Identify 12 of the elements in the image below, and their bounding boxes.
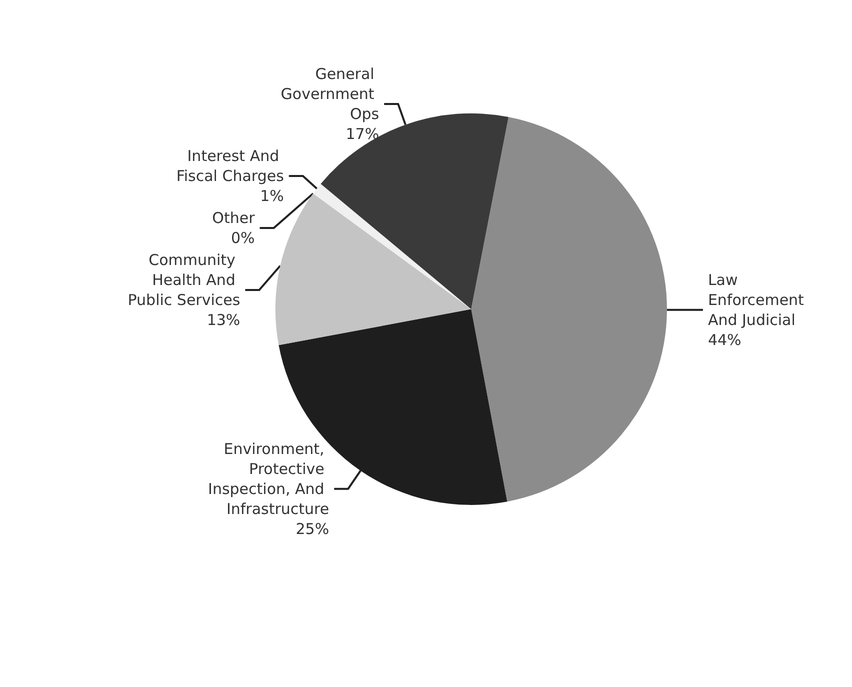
data-label: 17% [346,124,380,143]
slice-label: Interest And Fiscal Charges [176,146,284,185]
legend-label: Other [212,208,256,227]
data-label: 44% [708,330,742,349]
text: 0% [230,228,255,247]
data-label: 13% [206,310,240,329]
slice-label: Law Enforcement And Judicial [708,270,809,329]
slice-label: General Government Ops [280,64,380,123]
data-label: 1% [260,186,284,205]
data-label: 25% [296,520,330,538]
slice-label: Community Health And Public Services [128,250,240,309]
slice-label: Environment, Protective Inspection, And Infrastructure [208,440,330,518]
